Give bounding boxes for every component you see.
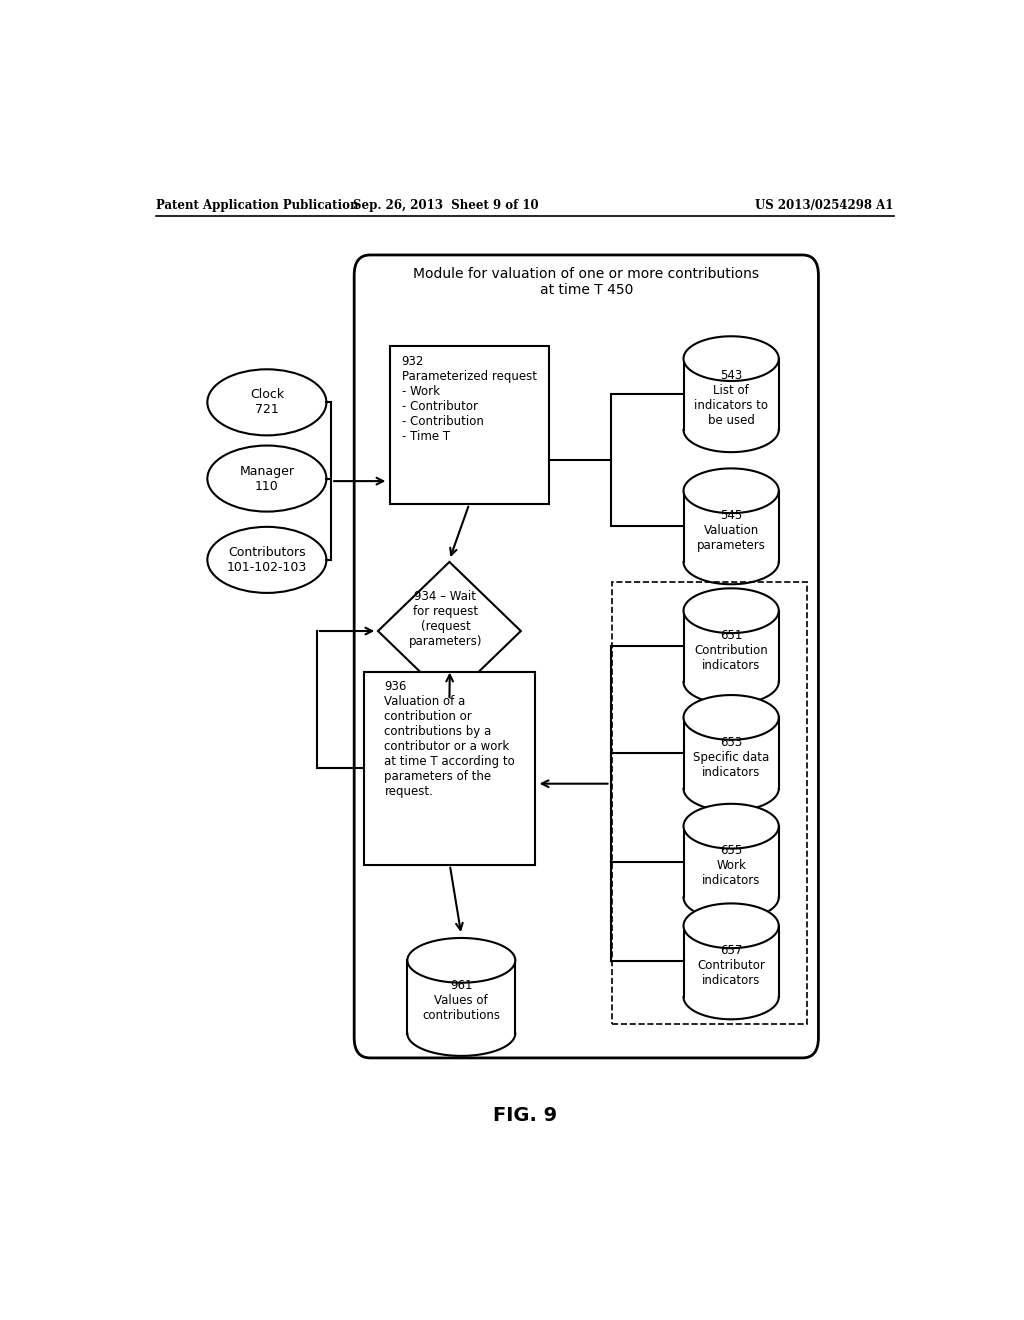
Ellipse shape (207, 527, 327, 593)
Text: 657
Contributor
indicators: 657 Contributor indicators (697, 944, 765, 987)
Text: 650: 650 (698, 593, 721, 606)
Text: 653
Specific data
indicators: 653 Specific data indicators (693, 735, 769, 779)
Text: 932
Parameterized request
- Work
- Contributor
- Contribution
- Time T: 932 Parameterized request - Work - Contr… (401, 355, 537, 442)
Polygon shape (684, 718, 779, 788)
Text: Module for valuation of one or more contributions
at time T 450: Module for valuation of one or more cont… (414, 267, 760, 297)
Text: US 2013/0254298 A1: US 2013/0254298 A1 (756, 199, 894, 213)
Polygon shape (684, 469, 779, 513)
Bar (612, 582, 807, 1024)
Polygon shape (684, 359, 779, 430)
Polygon shape (684, 337, 779, 381)
Text: FIG. 9: FIG. 9 (493, 1106, 557, 1126)
Text: 934 – Wait
for request
(request
parameters): 934 – Wait for request (request paramete… (409, 590, 482, 648)
Polygon shape (684, 491, 779, 562)
Ellipse shape (207, 446, 327, 512)
Polygon shape (408, 961, 515, 1034)
Polygon shape (684, 826, 779, 898)
Ellipse shape (207, 370, 327, 436)
Polygon shape (408, 939, 515, 982)
Polygon shape (684, 903, 779, 948)
Text: 545
Valuation
parameters: 545 Valuation parameters (696, 510, 766, 552)
Polygon shape (684, 925, 779, 997)
Text: Clock
721: Clock 721 (250, 388, 284, 416)
Text: 651
Contribution
indicators: 651 Contribution indicators (694, 628, 768, 672)
Text: 543
List of
indicators to
be used: 543 List of indicators to be used (694, 370, 768, 428)
Text: Manager
110: Manager 110 (240, 465, 294, 492)
Text: Sep. 26, 2013  Sheet 9 of 10: Sep. 26, 2013 Sheet 9 of 10 (352, 199, 539, 213)
Text: Patent Application Publication: Patent Application Publication (156, 199, 358, 213)
Bar (390, 346, 549, 504)
Text: Contributors
101-102-103: Contributors 101-102-103 (226, 546, 307, 574)
Text: 655
Work
indicators: 655 Work indicators (701, 845, 761, 887)
Text: 936
Valuation of a
contribution or
contributions by a
contributor or a work
at t: 936 Valuation of a contribution or contr… (384, 680, 515, 797)
Polygon shape (684, 804, 779, 849)
Polygon shape (684, 696, 779, 739)
FancyBboxPatch shape (354, 255, 818, 1057)
Text: 961
Values of
contributions: 961 Values of contributions (422, 979, 501, 1023)
Polygon shape (684, 589, 779, 634)
Bar (365, 672, 536, 865)
Polygon shape (684, 611, 779, 682)
Polygon shape (378, 562, 521, 700)
